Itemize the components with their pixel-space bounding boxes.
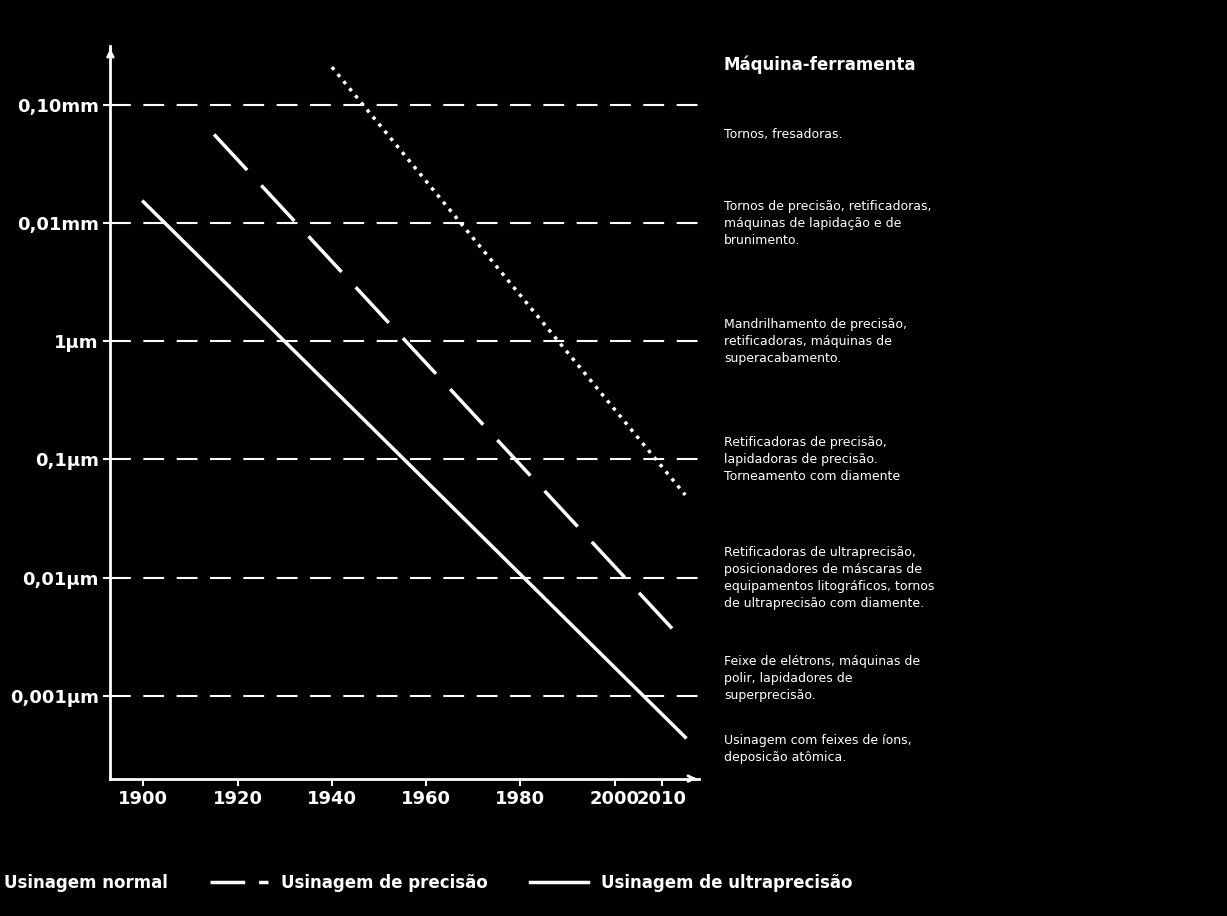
Text: Tornos de precisão, retificadoras,
máquinas de lapidação e de
brunimento.: Tornos de precisão, retificadoras, máqui… [724, 200, 931, 246]
Text: Máquina-ferramenta: Máquina-ferramenta [724, 55, 917, 74]
Legend: Usinagem normal, Usinagem de precisão, Usinagem de ultraprecisão: Usinagem normal, Usinagem de precisão, U… [0, 867, 860, 899]
Text: Usinagem com feixes de íons,
deposicão atômica.: Usinagem com feixes de íons, deposicão a… [724, 734, 912, 764]
Text: Mandrilhamento de precisão,
retificadoras, máquinas de
superacabamento.: Mandrilhamento de precisão, retificadora… [724, 318, 907, 365]
Text: Retificadoras de precisão,
lapidadoras de precisão.
Torneamento com diamente: Retificadoras de precisão, lapidadoras d… [724, 436, 901, 483]
Text: Feixe de elétrons, máquinas de
polir, lapidadores de
superprecisão.: Feixe de elétrons, máquinas de polir, la… [724, 655, 920, 702]
Text: Retificadoras de ultraprecisão,
posicionadores de máscaras de
equipamentos litog: Retificadoras de ultraprecisão, posicion… [724, 546, 934, 610]
Text: Tornos, fresadoras.: Tornos, fresadoras. [724, 128, 843, 141]
